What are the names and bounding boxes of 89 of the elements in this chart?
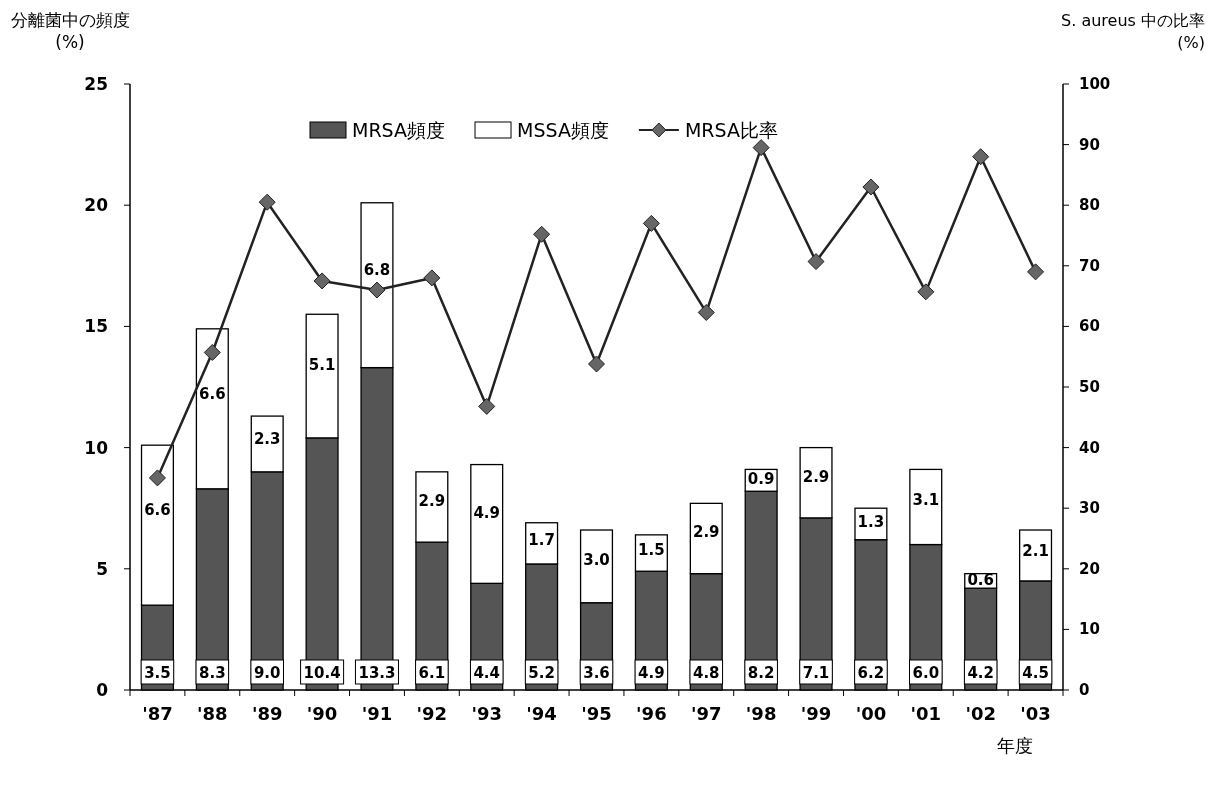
x-tick-label: '88 xyxy=(197,703,228,724)
x-tick-label: '93 xyxy=(471,703,503,724)
y2-tick-label: 80 xyxy=(1079,196,1100,215)
data-label: 3.1 xyxy=(912,491,940,510)
point xyxy=(697,303,715,321)
x-axis-title: 年度 xyxy=(997,735,1033,756)
x-tick-label: '87 xyxy=(142,703,173,724)
data-label: 13.3 xyxy=(358,664,396,682)
y2-tick-label: 90 xyxy=(1079,135,1100,154)
data-label: 6.8 xyxy=(363,260,391,279)
y2-tick-label: 50 xyxy=(1079,378,1100,396)
data-label: 2.1 xyxy=(1022,542,1049,561)
point xyxy=(533,225,551,243)
y-tick-label: 15 xyxy=(84,316,108,337)
data-label: 2.9 xyxy=(802,467,830,486)
point xyxy=(972,148,990,166)
data-label: 5.2 xyxy=(528,664,555,682)
data-label: 1.3 xyxy=(857,512,885,531)
y2-tick-label: 10 xyxy=(1079,620,1100,639)
y-tick-label: 0 xyxy=(96,680,109,700)
data-label: 3.0 xyxy=(583,551,610,570)
y2-tick-label: 30 xyxy=(1079,499,1100,518)
y-tick-label: 5 xyxy=(96,558,108,579)
data-label: 6.1 xyxy=(418,664,446,682)
data-label: 4.4 xyxy=(473,664,501,682)
y2-tick-label: 70 xyxy=(1079,256,1100,275)
data-label: 10.4 xyxy=(303,664,341,682)
x-tick-label: '99 xyxy=(800,703,832,724)
data-label: 4.9 xyxy=(638,664,665,682)
x-tick-label: '92 xyxy=(416,703,448,724)
y2-tick-label: 20 xyxy=(1079,559,1100,578)
data-label: 3.6 xyxy=(583,664,610,682)
point xyxy=(588,355,605,373)
y2-axis-title: S. aureus 中の比率 (%) xyxy=(1061,11,1205,52)
data-label: 7.1 xyxy=(802,664,830,682)
y-axis-title: 分離菌中の頻度 (%) xyxy=(10,10,130,52)
data-label: 6.2 xyxy=(857,664,885,682)
y2-tick-label: 60 xyxy=(1079,317,1100,336)
data-label: 2.3 xyxy=(253,430,281,449)
x-tick-label: '01 xyxy=(910,703,942,724)
data-label: 1.7 xyxy=(528,531,555,550)
x-tick-label: '91 xyxy=(361,703,393,724)
legend-label: MRSA比率 xyxy=(684,119,778,141)
y-tick-label: 10 xyxy=(84,437,109,458)
point xyxy=(917,283,935,301)
y-tick-label: 25 xyxy=(84,74,108,94)
point xyxy=(313,272,331,290)
data-label: 6.0 xyxy=(912,664,940,682)
point xyxy=(203,343,221,361)
data-label: 1.5 xyxy=(638,541,665,560)
x-tick-label: '89 xyxy=(251,703,283,724)
x-tick-label: '98 xyxy=(745,703,777,724)
data-label: 2.9 xyxy=(418,491,446,510)
data-label: 8.2 xyxy=(747,664,775,682)
legend-label: MRSA頻度 xyxy=(352,119,446,141)
point xyxy=(368,281,386,299)
data-label: 4.8 xyxy=(692,664,720,682)
x-tick-label: '02 xyxy=(965,703,996,724)
data-label: 4.9 xyxy=(473,504,501,523)
point xyxy=(258,193,276,211)
data-label: 6.6 xyxy=(144,501,171,520)
point xyxy=(423,269,441,287)
point xyxy=(807,253,825,271)
data-label: 8.3 xyxy=(199,664,226,682)
point xyxy=(478,397,496,415)
data-label: 9.0 xyxy=(253,664,281,682)
point xyxy=(642,214,660,232)
point xyxy=(862,178,880,196)
x-tick-label: '95 xyxy=(581,703,612,724)
x-tick-label: '90 xyxy=(306,703,338,724)
point xyxy=(148,469,166,487)
data-label: 5.1 xyxy=(308,355,336,374)
y2-tick-label: 40 xyxy=(1079,438,1100,457)
x-tick-label: '96 xyxy=(636,703,667,724)
legend-label: MSSA頻度 xyxy=(517,119,609,141)
point xyxy=(752,139,770,157)
data-label: 4.5 xyxy=(1022,664,1049,682)
data-label: 3.5 xyxy=(144,664,171,682)
y2-tick-label: 0 xyxy=(1079,681,1090,699)
x-tick-label: '03 xyxy=(1020,703,1051,724)
y-tick-label: 20 xyxy=(84,195,109,216)
x-tick-label: '00 xyxy=(855,703,887,724)
data-label: 4.2 xyxy=(967,664,994,682)
point xyxy=(1027,263,1045,281)
data-label: 6.6 xyxy=(199,384,226,403)
x-tick-label: '94 xyxy=(526,703,557,724)
data-label: 2.9 xyxy=(692,523,720,542)
x-tick-label: '97 xyxy=(690,703,722,724)
y2-tick-label: 100 xyxy=(1079,75,1111,93)
